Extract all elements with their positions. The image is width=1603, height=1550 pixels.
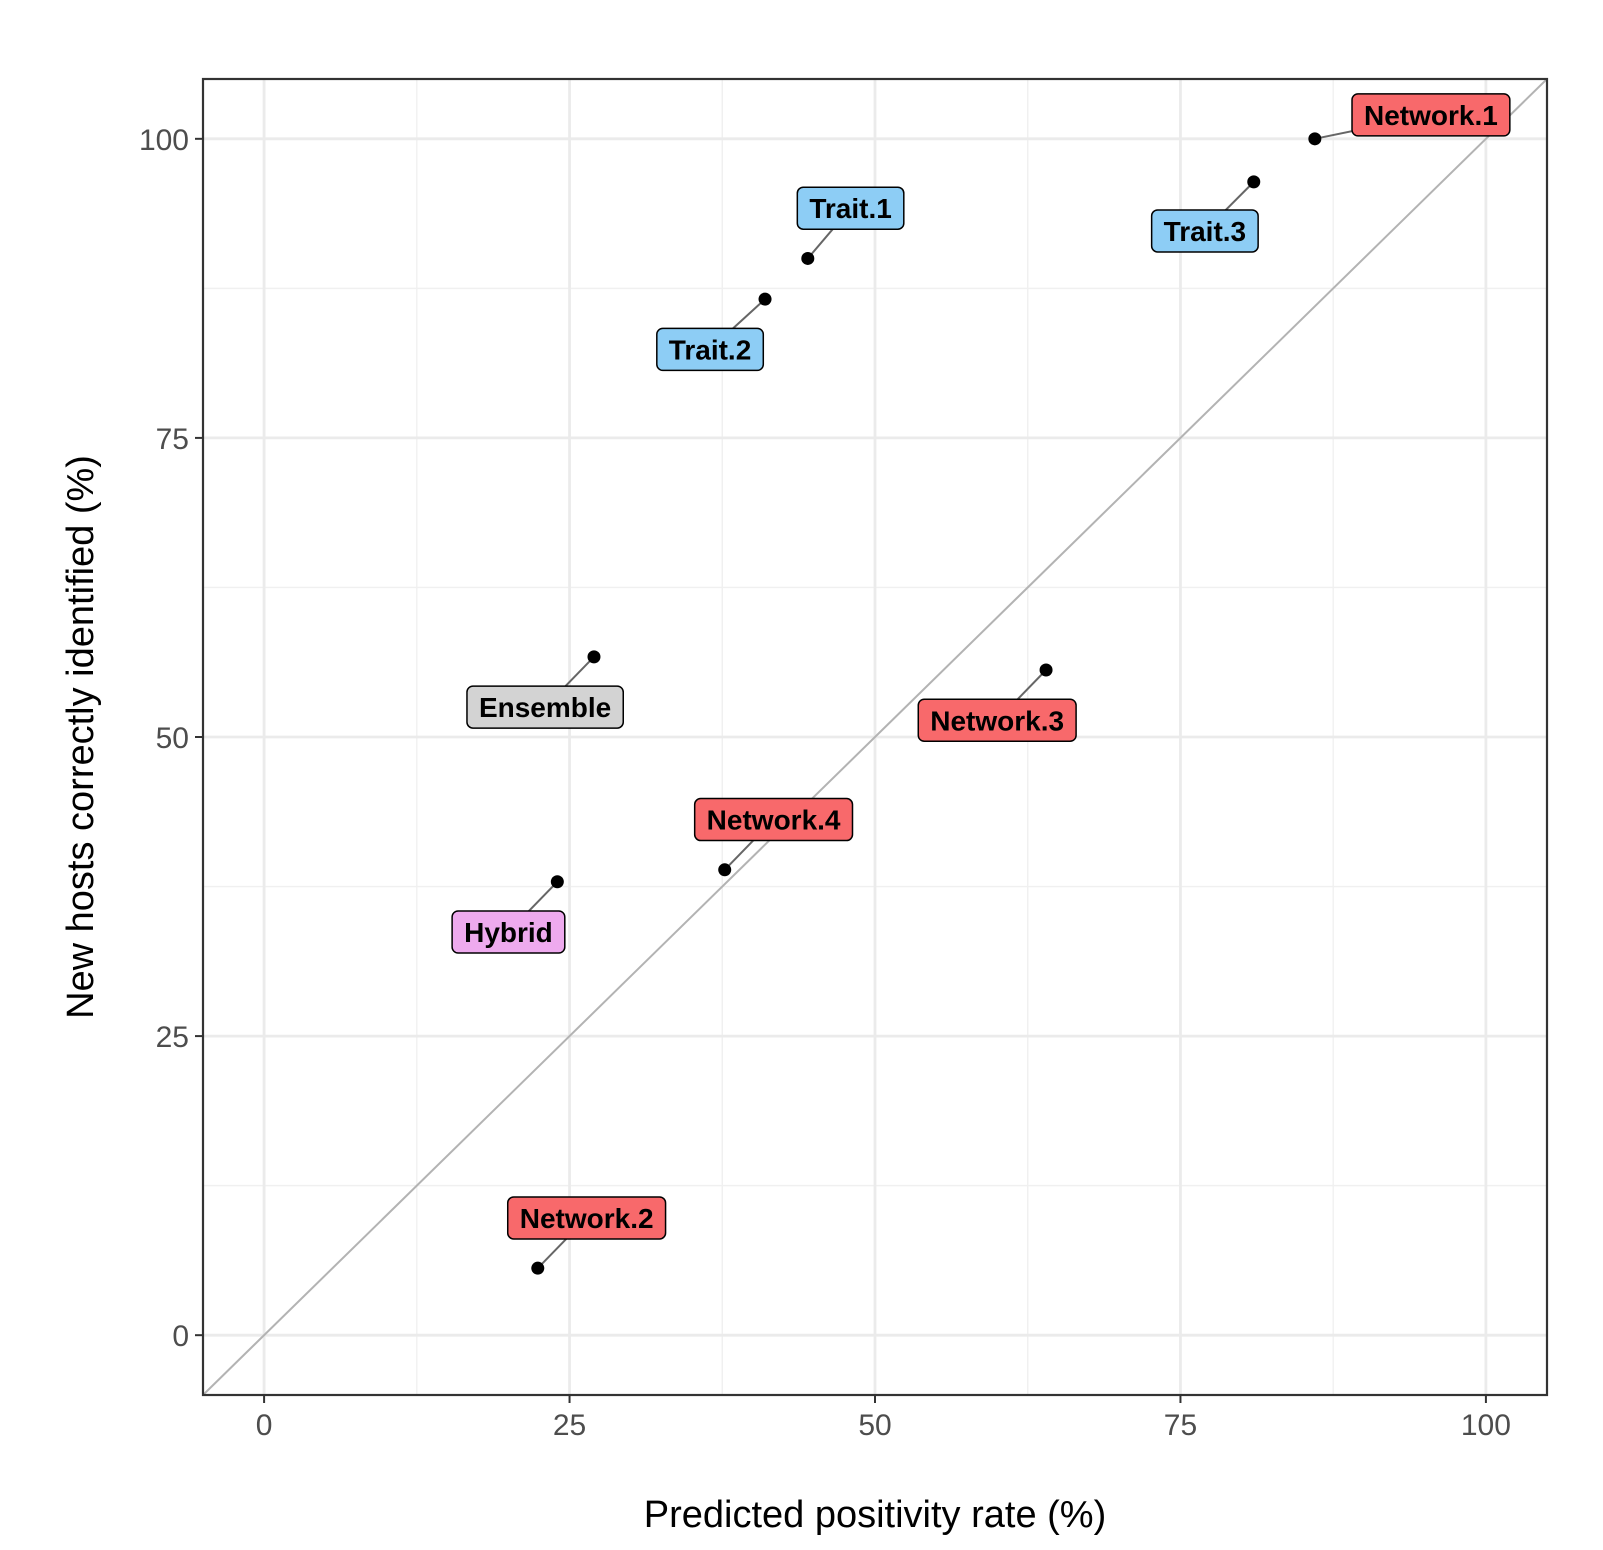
point-label: Network.3 <box>917 698 1077 743</box>
label-box <box>796 186 905 230</box>
label-text: Trait.2 <box>669 334 751 365</box>
label-text: Trait.3 <box>1164 216 1246 247</box>
point-label: Network.1 <box>1351 93 1511 137</box>
label-box <box>656 327 765 372</box>
label-box <box>1351 93 1511 137</box>
label-text: Ensemble <box>479 692 611 723</box>
x-tick-label: 50 <box>858 1409 891 1442</box>
label-text: Network.3 <box>930 705 1064 736</box>
label-box <box>466 685 624 729</box>
label-text: Network.4 <box>707 805 841 836</box>
label-box <box>917 698 1077 743</box>
data-point <box>758 292 772 306</box>
point-label: Network.4 <box>693 797 854 842</box>
data-point <box>1247 175 1261 189</box>
x-axis-title: Predicted positivity rate (%) <box>644 1494 1107 1536</box>
x-tick-label: 100 <box>1461 1409 1511 1442</box>
label-text: Network.1 <box>1364 100 1498 131</box>
point-label: Trait.3 <box>1150 209 1259 253</box>
point-markers <box>531 132 1322 1275</box>
data-point <box>587 650 601 664</box>
data-point <box>531 1261 545 1275</box>
reference-line <box>202 78 1548 1396</box>
label-box <box>451 910 566 954</box>
y-axis-title: New hosts correctly identified (%) <box>60 455 102 1019</box>
data-point <box>801 251 815 265</box>
data-point <box>718 863 732 877</box>
label-box <box>693 797 854 842</box>
label-text: Network.2 <box>520 1203 654 1234</box>
label-box <box>506 1196 667 1240</box>
data-points: Network.1 Trait.1 Trait.2 Trait.3 Ensemble Ne… <box>451 93 1511 1275</box>
x-tick-label: 0 <box>256 1409 273 1442</box>
point-label: Network.2 <box>506 1196 667 1240</box>
y-tick-label: 25 <box>156 1021 189 1054</box>
point-labels: Network.1 Trait.1 Trait.2 Trait.3 Ensemble Ne… <box>451 93 1511 1240</box>
y-tick-label: 75 <box>156 423 189 456</box>
y-tick-label: 0 <box>172 1320 189 1353</box>
axis-ticks: 0 25 50 75 100 0 25 50 75 100 <box>139 124 1511 1442</box>
grid-lines <box>203 79 1547 1395</box>
data-point <box>1308 132 1322 146</box>
point-label: Ensemble <box>466 685 624 729</box>
x-tick-label: 25 <box>553 1409 586 1442</box>
data-point <box>1039 663 1053 677</box>
point-label: Trait.2 <box>656 327 765 372</box>
data-point <box>550 875 564 889</box>
point-label: Hybrid <box>451 910 566 954</box>
reference-line-layer <box>202 78 1548 1396</box>
x-tick-label: 75 <box>1164 1409 1197 1442</box>
point-label: Trait.1 <box>796 186 905 230</box>
y-tick-label: 100 <box>139 124 189 157</box>
label-text: Hybrid <box>464 917 553 948</box>
label-box <box>1150 209 1259 253</box>
y-tick-label: 50 <box>156 722 189 755</box>
label-text: Trait.1 <box>809 193 891 224</box>
